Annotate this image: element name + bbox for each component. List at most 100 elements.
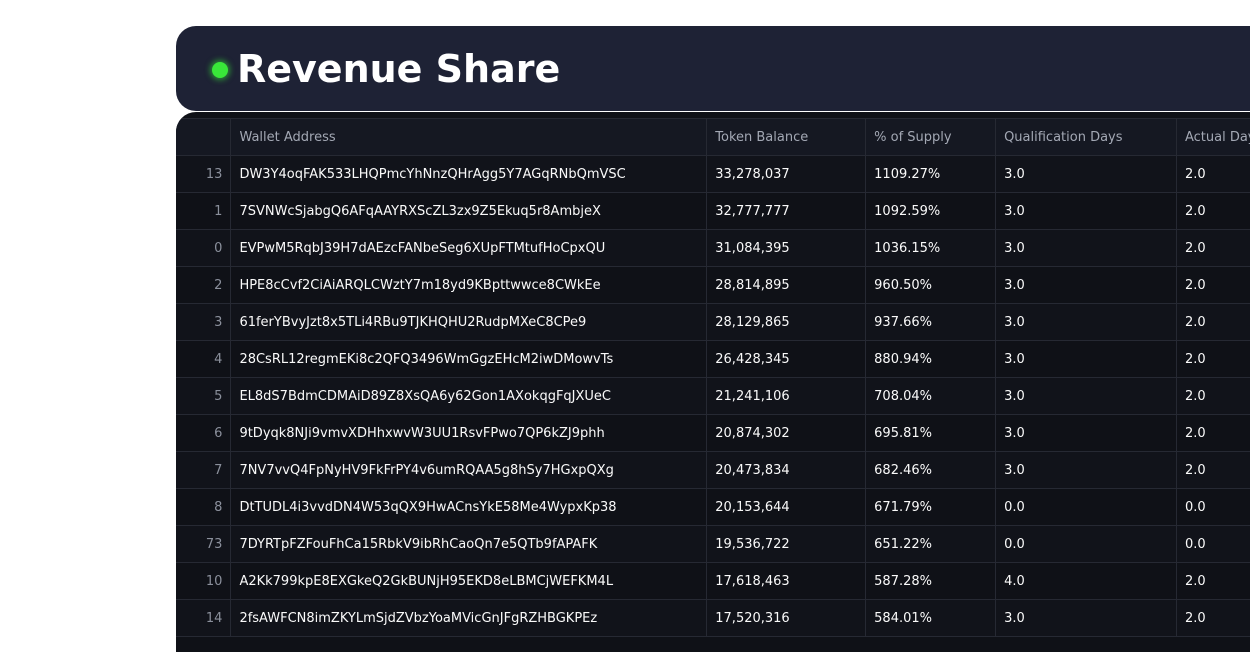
actual-days-cell: 2.0 xyxy=(1176,266,1250,304)
row-index: 13 xyxy=(176,155,232,193)
percent-of-supply-cell: 695.81% xyxy=(865,414,997,452)
table-row[interactable]: 10 A2Kk799kpE8EXGkeQ2GkBUNjH95EKD8eLBMCjW… xyxy=(176,562,1250,600)
actual-days-cell: 2.0 xyxy=(1176,192,1250,230)
table-row[interactable]: 73 7DYRTpFZFouFhCa15RbkV9ibRhCaoQn7e5QTb9… xyxy=(176,525,1250,563)
percent-of-supply-cell: 960.50% xyxy=(865,266,997,304)
row-index: 6 xyxy=(176,414,232,452)
qualification-days-cell: 4.0 xyxy=(995,562,1177,600)
token-balance-cell: 33,278,037 xyxy=(706,155,867,193)
percent-of-supply-cell: 708.04% xyxy=(865,377,997,415)
row-index: 5 xyxy=(176,377,232,415)
row-index: 1 xyxy=(176,192,232,230)
token-balance-cell: 28,814,895 xyxy=(706,266,867,304)
token-balance-cell: 20,874,302 xyxy=(706,414,867,452)
wallet-address-cell: EL8dS7BdmCDMAiD89Z8XsQA6y62Gon1AXokqgFqJ… xyxy=(230,377,708,415)
wallet-address-cell: 7NV7vvQ4FpNyHV9FkFrPY4v6umRQAA5g8hSy7HGx… xyxy=(230,451,708,489)
qualification-days-cell: 3.0 xyxy=(995,266,1177,304)
row-index: 14 xyxy=(176,599,232,637)
qualification-days-cell: 3.0 xyxy=(995,599,1177,637)
wallet-address-cell: 61ferYBvyJzt8x5TLi4RBu9TJKHQHU2RudpMXeC8… xyxy=(230,303,708,341)
row-index: 7 xyxy=(176,451,232,489)
table-header-row: Wallet Address Token Balance % of Supply… xyxy=(176,118,1250,156)
row-index: 3 xyxy=(176,303,232,341)
header-card xyxy=(176,26,1250,111)
token-balance-cell: 28,129,865 xyxy=(706,303,867,341)
token-balance-cell: 20,473,834 xyxy=(706,451,867,489)
actual-days-cell: 0.0 xyxy=(1176,525,1250,563)
actual-days-cell: 2.0 xyxy=(1176,340,1250,378)
column-header-actual-days[interactable]: Actual Days xyxy=(1176,118,1250,156)
qualification-days-cell: 3.0 xyxy=(995,340,1177,378)
token-balance-cell: 20,153,644 xyxy=(706,488,867,526)
table-row[interactable]: 7 7NV7vvQ4FpNyHV9FkFrPY4v6umRQAA5g8hSy7HG… xyxy=(176,451,1250,489)
row-index: 73 xyxy=(176,525,232,563)
table-row[interactable]: 6 9tDyqk8NJi9vmvXDHhxwvW3UU1RsvFPwo7QP6kZ… xyxy=(176,414,1250,452)
qualification-days-cell: 3.0 xyxy=(995,192,1177,230)
qualification-days-cell: 0.0 xyxy=(995,525,1177,563)
actual-days-cell: 2.0 xyxy=(1176,229,1250,267)
token-balance-cell: 32,777,777 xyxy=(706,192,867,230)
percent-of-supply-cell: 584.01% xyxy=(865,599,997,637)
wallet-address-cell: DW3Y4oqFAK533LHQPmcYhNnzQHrAgg5Y7AGqRNbQ… xyxy=(230,155,708,193)
actual-days-cell: 0.0 xyxy=(1176,488,1250,526)
row-index: 8 xyxy=(176,488,232,526)
actual-days-cell: 2.0 xyxy=(1176,562,1250,600)
qualification-days-cell: 3.0 xyxy=(995,377,1177,415)
table-row[interactable]: 1 7SVNWcSjabgQ6AFqAAYRXScZL3zx9Z5Ekuq5r8A… xyxy=(176,192,1250,230)
table-row[interactable]: 0 EVPwM5RqbJ39H7dAEzcFANbeSeg6XUpFTMtufHo… xyxy=(176,229,1250,267)
column-header-qualification-days[interactable]: Qualification Days xyxy=(995,118,1177,156)
table-row[interactable]: 8 DtTUDL4i3vvdDN4W53qQX9HwACnsYkE58Me4Wyp… xyxy=(176,488,1250,526)
token-balance-cell: 17,520,316 xyxy=(706,599,867,637)
percent-of-supply-cell: 937.66% xyxy=(865,303,997,341)
qualification-days-cell: 3.0 xyxy=(995,303,1177,341)
table-row[interactable]: 4 28CsRL12regmEKi8c2QFQ3496WmGgzEHcM2iwDM… xyxy=(176,340,1250,378)
wallet-address-cell: 2fsAWFCN8imZKYLmSjdZVbzYoaMVicGnJFgRZHBG… xyxy=(230,599,708,637)
percent-of-supply-cell: 1036.15% xyxy=(865,229,997,267)
actual-days-cell: 2.0 xyxy=(1176,414,1250,452)
column-header-wallet-address[interactable]: Wallet Address xyxy=(230,118,708,156)
percent-of-supply-cell: 1092.59% xyxy=(865,192,997,230)
percent-of-supply-cell: 651.22% xyxy=(865,525,997,563)
actual-days-cell: 2.0 xyxy=(1176,155,1250,193)
wallet-address-cell: 28CsRL12regmEKi8c2QFQ3496WmGgzEHcM2iwDMo… xyxy=(230,340,708,378)
table-row[interactable]: 13 DW3Y4oqFAK533LHQPmcYhNnzQHrAgg5Y7AGqRN… xyxy=(176,155,1250,193)
table-row[interactable]: 2 HPE8cCvf2CiAiARQLCWztY7m18yd9KBpttwwce8… xyxy=(176,266,1250,304)
revenue-share-table: Wallet Address Token Balance % of Supply… xyxy=(176,118,1250,637)
actual-days-cell: 2.0 xyxy=(1176,303,1250,341)
wallet-address-cell: DtTUDL4i3vvdDN4W53qQX9HwACnsYkE58Me4Wypx… xyxy=(230,488,708,526)
wallet-address-cell: 7DYRTpFZFouFhCa15RbkV9ibRhCaoQn7e5QTb9fA… xyxy=(230,525,708,563)
qualification-days-cell: 3.0 xyxy=(995,414,1177,452)
row-index: 10 xyxy=(176,562,232,600)
row-index: 0 xyxy=(176,229,232,267)
token-balance-cell: 31,084,395 xyxy=(706,229,867,267)
percent-of-supply-cell: 1109.27% xyxy=(865,155,997,193)
table-row[interactable]: 3 61ferYBvyJzt8x5TLi4RBu9TJKHQHU2RudpMXeC… xyxy=(176,303,1250,341)
token-balance-cell: 19,536,722 xyxy=(706,525,867,563)
percent-of-supply-cell: 880.94% xyxy=(865,340,997,378)
data-table-container[interactable]: Wallet Address Token Balance % of Supply… xyxy=(176,112,1250,652)
percent-of-supply-cell: 682.46% xyxy=(865,451,997,489)
status-dot-icon xyxy=(212,62,228,78)
wallet-address-cell: EVPwM5RqbJ39H7dAEzcFANbeSeg6XUpFTMtufHoC… xyxy=(230,229,708,267)
wallet-address-cell: 9tDyqk8NJi9vmvXDHhxwvW3UU1RsvFPwo7QP6kZJ… xyxy=(230,414,708,452)
qualification-days-cell: 3.0 xyxy=(995,229,1177,267)
column-header-token-balance[interactable]: Token Balance xyxy=(706,118,867,156)
table-row[interactable]: 5 EL8dS7BdmCDMAiD89Z8XsQA6y62Gon1AXokqgFq… xyxy=(176,377,1250,415)
qualification-days-cell: 3.0 xyxy=(995,155,1177,193)
actual-days-cell: 2.0 xyxy=(1176,377,1250,415)
token-balance-cell: 26,428,345 xyxy=(706,340,867,378)
actual-days-cell: 2.0 xyxy=(1176,599,1250,637)
percent-of-supply-cell: 671.79% xyxy=(865,488,997,526)
row-index: 2 xyxy=(176,266,232,304)
percent-of-supply-cell: 587.28% xyxy=(865,562,997,600)
row-index: 4 xyxy=(176,340,232,378)
column-header-percent-of-supply[interactable]: % of Supply xyxy=(865,118,997,156)
table-row[interactable]: 14 2fsAWFCN8imZKYLmSjdZVbzYoaMVicGnJFgRZH… xyxy=(176,599,1250,637)
page-title: Revenue Share xyxy=(237,47,561,91)
column-header-index[interactable] xyxy=(176,118,232,156)
token-balance-cell: 17,618,463 xyxy=(706,562,867,600)
wallet-address-cell: HPE8cCvf2CiAiARQLCWztY7m18yd9KBpttwwce8C… xyxy=(230,266,708,304)
wallet-address-cell: 7SVNWcSjabgQ6AFqAAYRXScZL3zx9Z5Ekuq5r8Am… xyxy=(230,192,708,230)
qualification-days-cell: 3.0 xyxy=(995,451,1177,489)
wallet-address-cell: A2Kk799kpE8EXGkeQ2GkBUNjH95EKD8eLBMCjWEF… xyxy=(230,562,708,600)
